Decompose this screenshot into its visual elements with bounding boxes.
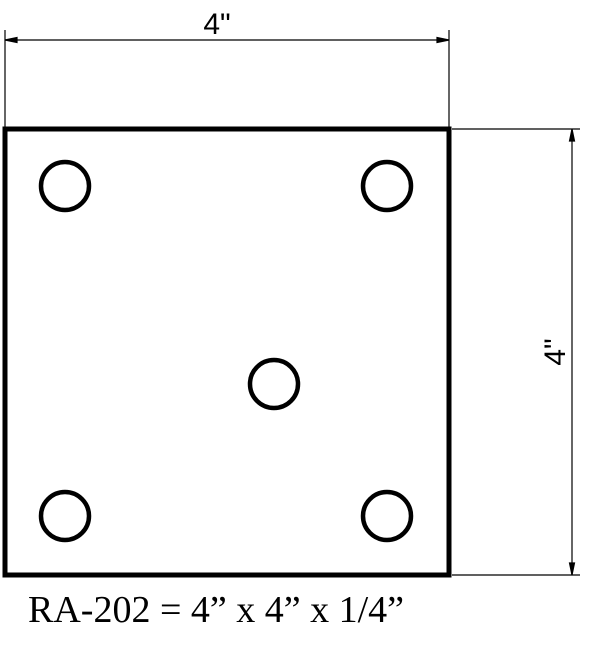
width-arrow-right	[436, 36, 450, 44]
hole-top-right	[360, 159, 414, 213]
width-arrow-left	[4, 36, 18, 44]
part-caption: RA-202 = 4” x 4” x 1/4”	[28, 589, 405, 631]
hole-center	[247, 357, 301, 411]
width-dimension	[4, 30, 450, 128]
height-label: 4"	[539, 338, 572, 365]
width-label: 4"	[203, 8, 230, 41]
hole-bottom-left	[38, 489, 92, 543]
plate-outline	[2, 126, 452, 578]
hole-top-left	[38, 159, 92, 213]
height-arrow-bottom	[568, 562, 576, 576]
height-dimension	[452, 128, 580, 576]
hole-bottom-right	[360, 489, 414, 543]
height-arrow-top	[568, 128, 576, 142]
